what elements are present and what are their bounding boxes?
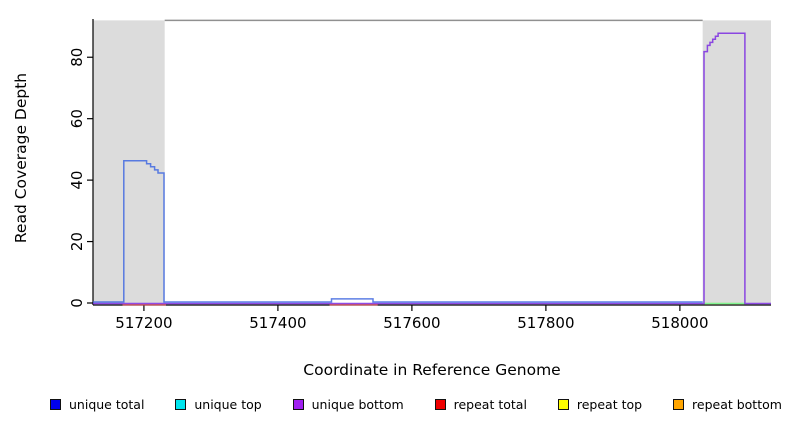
legend-marker-unique-top	[175, 399, 187, 410]
y-axis-title: Read Coverage Depth	[12, 72, 30, 244]
legend: unique total unique top unique bottom repea…	[50, 397, 782, 412]
y-tick-label: 40	[68, 171, 86, 190]
x-tick-label: 517400	[249, 314, 306, 332]
shaded-region	[93, 20, 165, 303]
legend-item-repeat-bottom: repeat bottom	[673, 397, 782, 412]
legend-item-unique-top: unique top	[175, 397, 262, 412]
y-tick-label: 0	[68, 298, 86, 308]
legend-label: repeat bottom	[692, 397, 782, 412]
legend-label: repeat top	[576, 397, 643, 412]
legend-marker-repeat-total	[434, 399, 446, 410]
legend-marker-unique-bottom	[292, 399, 304, 410]
series-line-unique-total	[93, 159, 703, 303]
legend-item-unique-total: unique total	[50, 397, 144, 412]
shaded-region	[702, 20, 771, 303]
x-tick-label: 518000	[651, 314, 708, 332]
legend-label: unique total	[69, 397, 145, 412]
legend-item-repeat-top: repeat top	[557, 397, 643, 412]
y-tick-label: 60	[68, 109, 86, 128]
y-tick-label: 80	[68, 48, 86, 67]
x-tick-label: 517800	[517, 314, 574, 332]
x-axis-title: Coordinate in Reference Genome	[303, 361, 561, 379]
legend-marker-unique-total	[50, 399, 61, 410]
chart-svg: 517200 517400 517600 517800 518000 0 20 40 60 80	[68, 19, 771, 332]
x-tick-label: 517600	[383, 314, 440, 332]
legend-item-unique-bottom: unique bottom	[292, 397, 404, 412]
y-tick-label: 20	[68, 232, 86, 251]
series-line-unique-bottom	[93, 32, 771, 305]
legend-label: repeat total	[453, 397, 527, 412]
legend-label: unique bottom	[311, 397, 404, 412]
x-tick-label: 517200	[115, 314, 172, 332]
legend-marker-repeat-bottom	[673, 399, 685, 410]
legend-label: unique top	[194, 397, 262, 412]
legend-marker-repeat-top	[557, 399, 569, 410]
legend-item-repeat-total: repeat total	[434, 397, 527, 412]
